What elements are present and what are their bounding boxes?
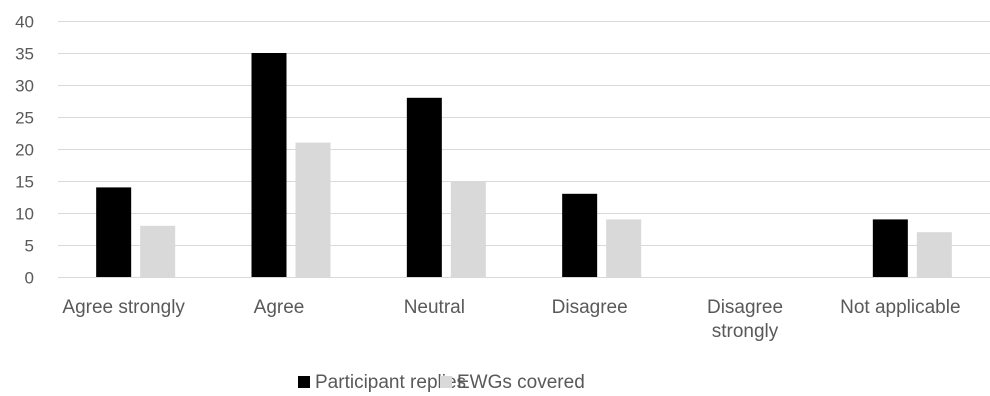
bar-participant-replies [406,97,442,277]
bar-ewgs-covered [916,232,952,277]
legend-label: EWGs covered [457,372,585,393]
y-tick-label: 40 [15,13,34,32]
x-category-label: Disagree [552,297,628,318]
y-tick-label: 20 [15,141,34,160]
x-category-label: Not applicable [840,297,960,318]
x-category-label: Agree [254,297,305,318]
bar-participant-replies [251,53,287,277]
legend-swatch [298,376,310,388]
bar-participant-replies [562,193,598,277]
y-tick-label: 30 [15,77,34,96]
bar-ewgs-covered [450,181,486,277]
y-tick-label: 35 [15,45,34,64]
bar-ewgs-covered [606,219,642,277]
legend-swatch [440,376,452,388]
y-tick-label: 15 [15,173,34,192]
bar-participant-replies [872,219,908,277]
y-axis-tick-labels: 0 5 10 15 20 25 30 35 40 [15,13,34,288]
y-tick-label: 10 [15,205,34,224]
legend-label: Participant replies [315,372,466,393]
y-tick-label: 0 [25,269,34,288]
y-tick-label: 5 [25,237,34,256]
bar-participant-replies [96,187,132,277]
x-category-label: Neutral [404,297,465,318]
x-axis-category-labels: Agree strongly Agree Neutral Disagree Disagr… [62,297,960,342]
x-category-label: Disagree [707,297,783,318]
y-tick-label: 25 [15,109,34,128]
x-category-label: Agree strongly [62,297,185,318]
gridlines [58,21,990,278]
bars [96,53,952,277]
bar-ewgs-covered [140,225,176,277]
x-category-label: strongly [712,321,779,342]
bar-ewgs-covered [295,142,331,277]
